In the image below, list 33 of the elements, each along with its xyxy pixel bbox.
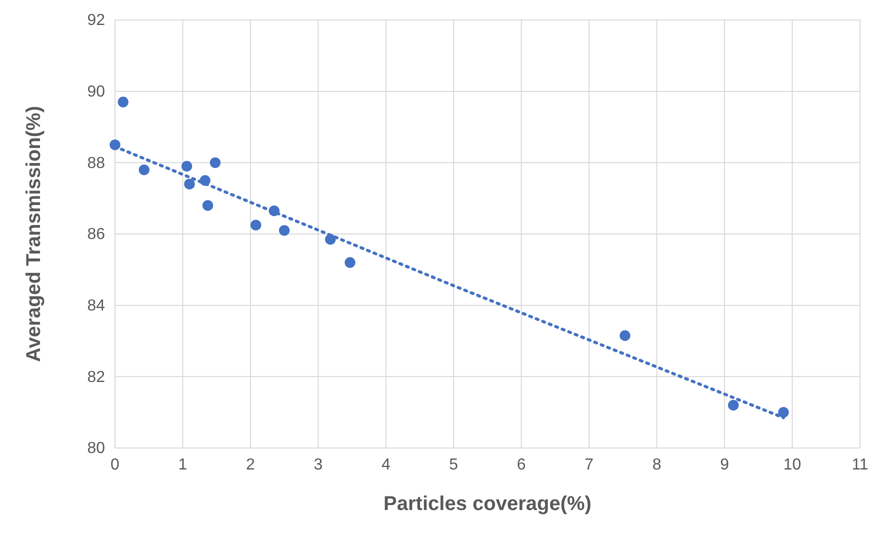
point: [620, 330, 630, 341]
y-tick-label: 84: [87, 297, 106, 314]
point: [184, 178, 195, 190]
point: [202, 200, 214, 211]
y-tick-label: 80: [87, 440, 106, 458]
x-tick-label: 11: [852, 456, 868, 474]
y-tick-label: 88: [87, 154, 106, 172]
y-tick-label: 86: [87, 226, 106, 244]
point: [344, 257, 356, 268]
x-tick-label: 8: [652, 456, 662, 474]
point: [118, 96, 128, 108]
x-tick-label: 3: [314, 456, 323, 474]
point: [278, 225, 290, 236]
point: [181, 160, 192, 172]
x-tick-label: 9: [720, 456, 730, 474]
x-tick-label: 1: [178, 456, 188, 474]
x-tick-label: 7: [584, 456, 594, 474]
y-tick-label: 92: [87, 12, 106, 30]
x-tick-label: 0: [110, 456, 120, 474]
point: [778, 406, 789, 418]
x-tick-label: 6: [516, 456, 526, 474]
x-tick-label: 5: [449, 456, 458, 474]
x-axis-title: Particles coverage(%): [384, 493, 592, 515]
point: [250, 220, 262, 230]
point: [210, 157, 221, 168]
y-tick-label: 82: [87, 368, 106, 386]
x-tick-label: 10: [783, 456, 802, 474]
point: [728, 400, 739, 411]
point: [138, 164, 150, 176]
x-tick-label: 2: [246, 456, 255, 474]
y-axis-title: Averaged Transmission(%): [23, 106, 45, 362]
x-tick-label: 4: [381, 456, 390, 474]
y-tick-label: 90: [87, 83, 106, 100]
